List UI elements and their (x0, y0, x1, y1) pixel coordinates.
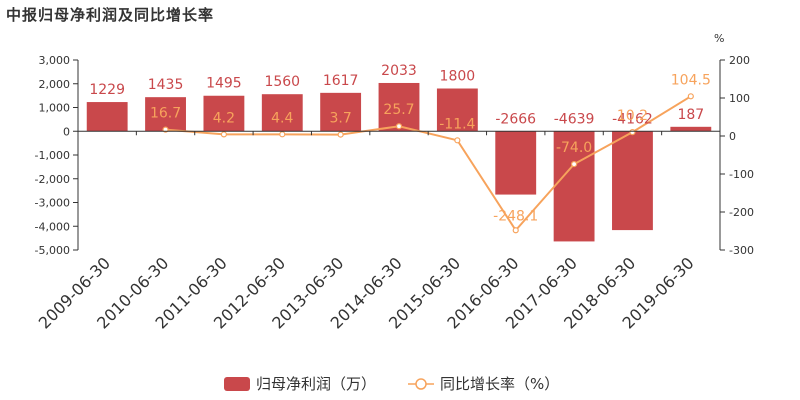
right-tick-label: -100 (729, 168, 754, 181)
right-tick-label: 100 (729, 92, 750, 105)
bar-value-label: 1435 (148, 77, 184, 93)
growth-value-label: 16.7 (150, 106, 181, 122)
chart-title: 中报归母净利润及同比增长率 (6, 6, 215, 24)
bar-value-label: 187 (677, 107, 704, 123)
bar-value-label: 1560 (264, 74, 300, 90)
growth-value-label: 10.2 (617, 108, 648, 124)
left-y-axis: 3,000 2,000 1,000 0 -1,000 -2,000 -3,000 -4,000… (35, 54, 79, 257)
growth-value-label: 4.4 (271, 110, 293, 126)
growth-value-label: 25.7 (383, 102, 414, 118)
growth-point (337, 131, 344, 138)
growth-value-label: 3.7 (330, 111, 352, 127)
bar (203, 95, 245, 132)
growth-point (512, 227, 519, 234)
growth-point (570, 161, 578, 168)
bar-value-label: 1617 (323, 73, 359, 89)
data-labels: 1229 1435 1495 1560 1617 2033 1800 -2666 -4639 -4… (89, 63, 711, 224)
bar (145, 97, 186, 132)
bar-series (86, 82, 712, 242)
bar (670, 126, 712, 132)
growth-point (395, 123, 403, 130)
left-tick-label: -2,000 (35, 173, 70, 186)
bar-value-label: -2666 (495, 111, 536, 127)
bar-value-label: 2033 (381, 63, 417, 79)
bar (436, 88, 478, 132)
right-axis-unit: % (714, 32, 724, 45)
left-tick-label: -1,000 (35, 149, 70, 162)
legend-bar-label[interactable]: 归母净利润（万） (256, 375, 376, 393)
growth-value-label: -74.0 (556, 140, 592, 156)
right-tick-label: -300 (729, 244, 754, 257)
growth-value-label: -11.4 (439, 116, 475, 132)
bar (86, 102, 128, 132)
growth-point (687, 93, 694, 100)
left-tick-label: 0 (63, 125, 70, 138)
left-tick-label: 1,000 (39, 102, 71, 115)
left-tick-label: 3,000 (39, 54, 71, 67)
bar (612, 131, 653, 231)
bar-value-label: 1800 (440, 69, 476, 85)
left-tick-label: -4,000 (35, 220, 70, 233)
left-tick-label: -5,000 (35, 244, 70, 257)
legend-line-label[interactable]: 同比增长率（%） (440, 375, 559, 393)
growth-value-label: 104.5 (671, 72, 711, 88)
legend-bar-swatch (224, 377, 250, 391)
left-tick-label: 2,000 (39, 78, 71, 91)
growth-point (220, 131, 228, 138)
bar (261, 94, 303, 132)
growth-point (454, 137, 461, 144)
bar-value-label: 1229 (89, 82, 125, 98)
bar-value-label: 1495 (206, 76, 242, 92)
right-tick-label: -200 (729, 206, 754, 219)
right-tick-label: 200 (729, 54, 750, 67)
bar-value-label: -4162 (612, 111, 653, 127)
right-tick-label: 0 (729, 130, 736, 143)
legend[interactable]: 归母净利润（万） 同比增长率（%） (224, 375, 559, 393)
growth-point (279, 131, 286, 138)
bar-value-label: -4639 (554, 111, 595, 127)
growth-value-label: -248.1 (493, 208, 538, 224)
left-tick-label: -3,000 (35, 197, 70, 210)
bar (320, 92, 362, 132)
legend-line-marker (415, 378, 427, 390)
bar (495, 131, 537, 195)
bar (553, 131, 595, 242)
growth-value-label: 4.2 (213, 110, 235, 126)
growth-point (629, 129, 636, 136)
right-y-axis: 200 100 0 -100 -200 -300% (714, 32, 754, 257)
